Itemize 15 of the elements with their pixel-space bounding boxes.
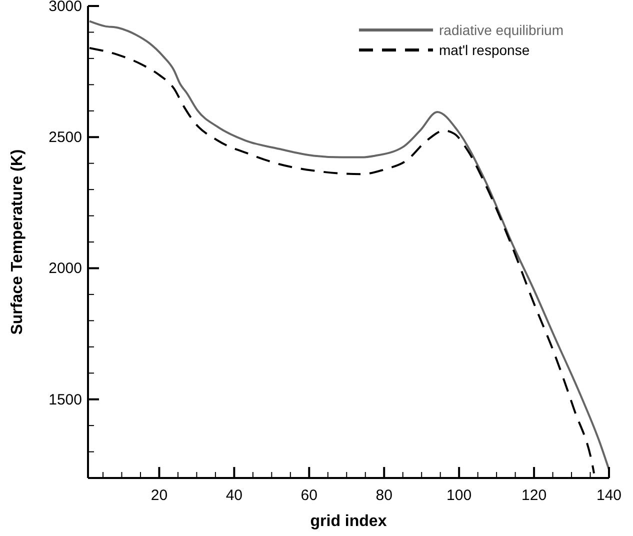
x-tick-label: 120 <box>522 487 547 504</box>
y-tick-label: 1500 <box>48 391 82 408</box>
text: radiative equilibrium <box>439 22 564 38</box>
y-tick-label: 2000 <box>48 260 82 278</box>
x-tick-label: 140 <box>596 487 622 504</box>
y-tick-label: 2500 <box>48 129 82 146</box>
x-axis-title: grid index <box>310 513 387 530</box>
x-tick-label: 40 <box>226 487 243 504</box>
x-tick-label: 100 <box>446 487 472 504</box>
x-tick-label: 20 <box>150 487 168 504</box>
y-axis-title: Surface Temperature (K) <box>9 149 26 335</box>
x-tick-label: 80 <box>376 487 392 504</box>
text: mat'l response <box>439 42 530 58</box>
y-tick-label: 3000 <box>48 0 82 15</box>
x-tick-label: 60 <box>300 487 318 504</box>
